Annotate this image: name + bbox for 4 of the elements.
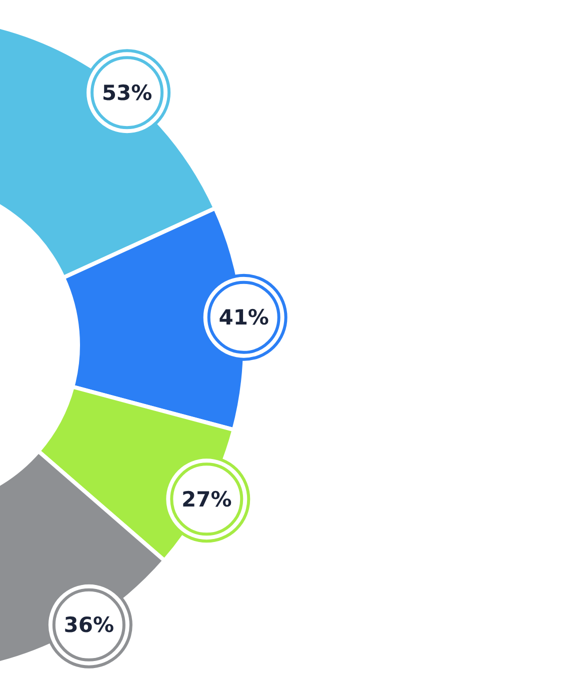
data-label: 27% <box>182 488 232 512</box>
data-label: 41% <box>218 306 269 330</box>
data-label: 36% <box>64 613 114 638</box>
data-label: 53% <box>102 80 152 105</box>
